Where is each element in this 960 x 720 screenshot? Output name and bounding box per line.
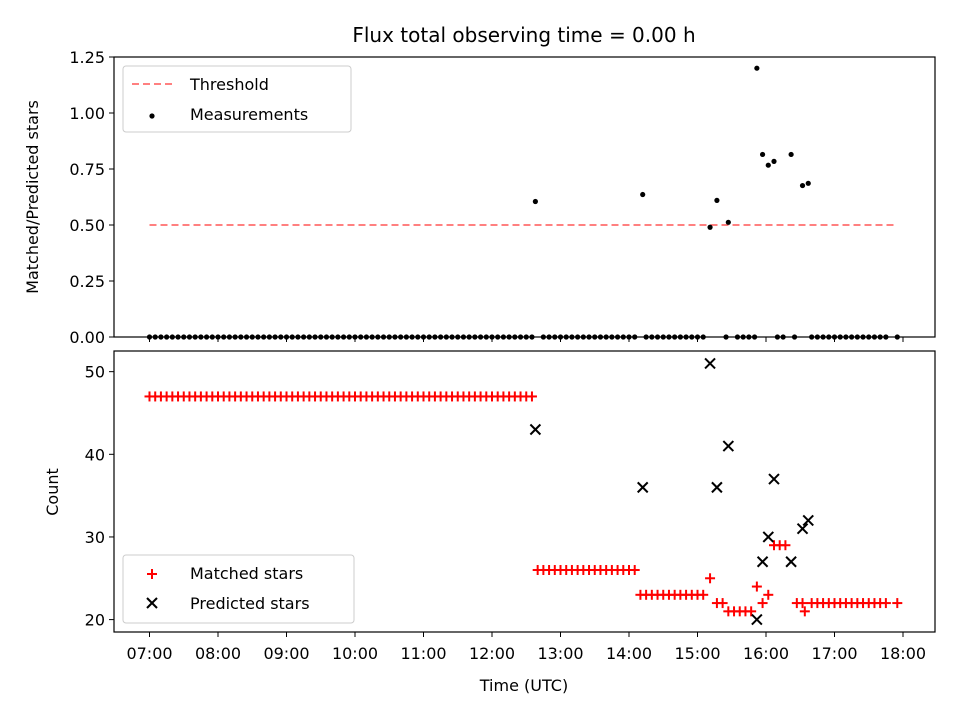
measurement-point bbox=[771, 158, 777, 164]
bottom-x-tick-label: 17:00 bbox=[811, 644, 857, 663]
bottom-x-tick-label: 16:00 bbox=[743, 644, 789, 663]
top-panel: 0.00 0.25 0.50 0.75 1.00 1.25 Matched/Predict… bbox=[23, 48, 936, 347]
measurement-point bbox=[707, 224, 713, 230]
matched-star-point bbox=[799, 606, 810, 617]
top-y-tick-label: 0.75 bbox=[69, 160, 105, 179]
measurement-point bbox=[725, 219, 731, 225]
bottom-x-tick-label: 09:00 bbox=[263, 644, 309, 663]
top-y-tick-label: 0.25 bbox=[69, 272, 105, 291]
top-x-ticks bbox=[149, 337, 904, 342]
predicted-star-point bbox=[711, 481, 723, 494]
predicted-star-point bbox=[751, 613, 763, 626]
bottom-x-tick-label: 11:00 bbox=[400, 644, 446, 663]
top-y-tick-label: 0.00 bbox=[69, 328, 105, 347]
measurement-point bbox=[759, 151, 766, 158]
measurement-point bbox=[640, 191, 646, 198]
measurement-point bbox=[714, 197, 720, 203]
predicted-star-point bbox=[756, 556, 769, 568]
legend-matched-label: Matched stars bbox=[190, 564, 303, 583]
legend-predicted-swatch bbox=[146, 597, 158, 609]
legend-predicted-label: Predicted stars bbox=[190, 594, 310, 613]
bottom-x-axis-label: Time (UTC) bbox=[479, 676, 568, 695]
bottom-y-tick-label: 30 bbox=[85, 528, 105, 547]
predicted-star-point bbox=[796, 522, 809, 535]
bottom-panel: 20 30 40 50 07:00 08:00 09:00 10:00 11:00 12:00 1… bbox=[43, 350, 936, 695]
bottom-plot-frame bbox=[113, 350, 936, 633]
top-legend: Threshold Measurements bbox=[122, 65, 352, 133]
bottom-x-tick-label: 15:00 bbox=[674, 644, 720, 663]
bottom-marks bbox=[144, 357, 903, 626]
legend-measurements-label: Measurements bbox=[190, 105, 308, 124]
bottom-y-tick-label: 50 bbox=[85, 363, 105, 382]
top-y-tick-label: 1.00 bbox=[69, 104, 105, 123]
legend-measurements-swatch bbox=[149, 113, 155, 119]
matched-star-point bbox=[526, 391, 537, 402]
matched-star-point bbox=[698, 589, 709, 600]
measurement-point bbox=[532, 198, 538, 205]
top-y-tick-label: 1.25 bbox=[69, 48, 105, 67]
bottom-legend-box bbox=[122, 554, 355, 624]
bottom-x-tick-label: 18:00 bbox=[880, 644, 926, 663]
top-y-axis-label: Matched/Predicted stars bbox=[23, 100, 42, 294]
matched-star-point bbox=[780, 540, 791, 551]
bottom-legend: Matched stars Predicted stars bbox=[122, 554, 355, 624]
predicted-star-point bbox=[704, 357, 716, 370]
bottom-y-tick-label: 20 bbox=[85, 611, 105, 630]
predicted-star-point bbox=[768, 473, 780, 485]
bottom-x-tick-label: 13:00 bbox=[537, 644, 583, 663]
top-legend-box bbox=[122, 65, 352, 133]
measurement-point bbox=[765, 162, 771, 168]
predicted-star-point bbox=[529, 423, 542, 436]
chart-title: Flux total observing time = 0.00 h bbox=[352, 23, 695, 47]
matched-star-point bbox=[717, 598, 728, 609]
predicted-star-point bbox=[802, 514, 814, 527]
matched-star-point bbox=[705, 573, 716, 584]
measurement-point bbox=[799, 182, 806, 189]
predicted-star-point bbox=[722, 440, 735, 452]
top-y-axis: 0.00 0.25 0.50 0.75 1.00 1.25 bbox=[69, 48, 114, 347]
bottom-x-tick-label: 12:00 bbox=[469, 644, 515, 663]
matched-star-point bbox=[892, 598, 903, 609]
bottom-y-axis: 20 30 40 50 bbox=[85, 363, 114, 630]
legend-threshold-label: Threshold bbox=[189, 75, 269, 94]
matched-star-point bbox=[797, 598, 808, 609]
matched-star-point bbox=[880, 598, 891, 609]
legend-matched-swatch bbox=[147, 569, 157, 579]
bottom-x-tick-label: 10:00 bbox=[332, 644, 378, 663]
predicted-star-point bbox=[762, 531, 774, 543]
matched-star-point bbox=[746, 606, 757, 617]
top-y-tick-label: 0.50 bbox=[69, 216, 105, 235]
bottom-x-axis: 07:00 08:00 09:00 10:00 11:00 12:00 13:00 14:00… bbox=[126, 632, 926, 663]
top-plot-frame bbox=[113, 56, 936, 338]
predicted-star-point bbox=[785, 556, 797, 568]
measurement-point bbox=[754, 65, 760, 71]
measurement-point bbox=[788, 151, 794, 158]
measurement-point bbox=[805, 180, 811, 186]
bottom-x-tick-label: 07:00 bbox=[126, 644, 172, 663]
matched-star-point bbox=[629, 565, 640, 576]
predicted-star-point bbox=[636, 481, 649, 494]
matched-star-point bbox=[757, 598, 768, 609]
bottom-x-tick-label: 14:00 bbox=[606, 644, 652, 663]
bottom-y-tick-label: 40 bbox=[85, 445, 105, 464]
bottom-x-tick-label: 08:00 bbox=[195, 644, 241, 663]
matched-star-point bbox=[763, 589, 774, 600]
bottom-y-axis-label: Count bbox=[43, 468, 62, 516]
top-marks bbox=[146, 65, 900, 340]
matched-star-point bbox=[751, 581, 762, 592]
